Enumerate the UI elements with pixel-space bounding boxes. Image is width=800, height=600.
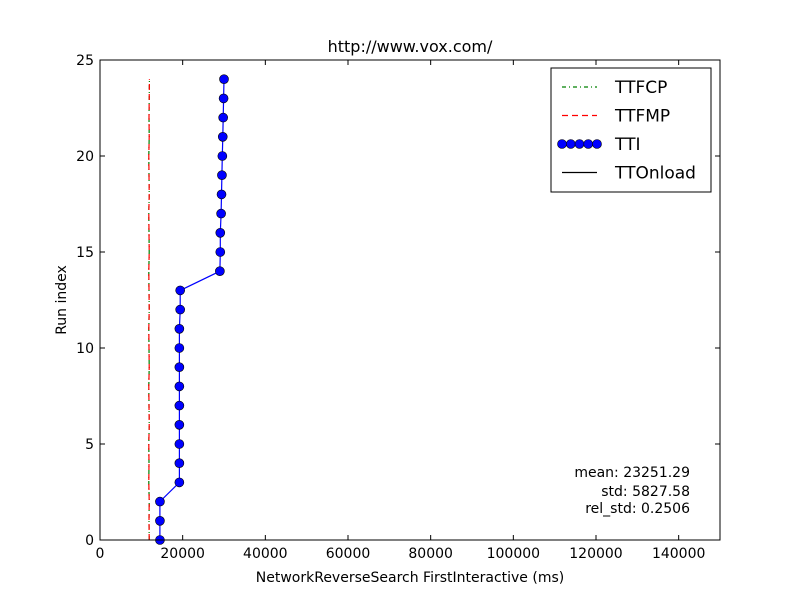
legend: TTFCP TTFMP TTI TTOnload <box>550 67 712 193</box>
y-tick-label: 5 <box>85 437 94 453</box>
y-tick-label: 25 <box>76 53 94 69</box>
series-point-tti <box>174 458 185 469</box>
stats-annotation: mean: 23251.29 std: 5827.58 rel_std: 0.2… <box>574 465 690 517</box>
series-point-tti <box>174 400 185 411</box>
chart-title: http://www.vox.com/ <box>328 37 493 56</box>
stats-mean: mean: 23251.29 <box>574 465 690 481</box>
legend-entries: TTFCP TTFMP TTI TTOnload <box>557 78 696 184</box>
legend-marker-tti <box>592 139 602 149</box>
legend-marker-tti <box>565 139 576 149</box>
tick-layer: 0 20000 40000 60000 80000 100000 120000 140000 0… <box>76 53 720 562</box>
series-point-tti <box>215 266 225 277</box>
series-layer <box>148 74 229 545</box>
x-tick-label: 60000 <box>326 546 371 562</box>
series-point-tti <box>219 74 229 84</box>
series-point-tti <box>174 419 185 430</box>
series-line-ttfmp <box>148 79 150 541</box>
legend-label-ttfmp: TTFMP <box>614 107 670 127</box>
series-point-tti <box>174 477 185 488</box>
series-point-tti <box>217 132 228 142</box>
series-point-tti <box>175 285 185 296</box>
y-tick-label: 10 <box>76 341 94 357</box>
series-point-tti <box>174 323 185 334</box>
y-tick-label: 20 <box>76 149 94 165</box>
series-point-tti <box>217 151 228 161</box>
series-point-tti <box>217 170 227 180</box>
stats-rel-std: rel_std: 0.2506 <box>585 501 690 517</box>
x-tick-label: 0 <box>96 546 105 562</box>
y-tick-label: 15 <box>76 245 94 261</box>
series-point-tti <box>216 208 226 219</box>
y-axis-label: Run index <box>54 265 70 335</box>
series-point-tti <box>174 343 185 353</box>
series-point-tti <box>215 228 226 238</box>
legend-marker-tti <box>557 139 567 149</box>
series-point-tti <box>218 112 228 123</box>
series-point-tti <box>215 247 226 257</box>
x-tick-label: 140000 <box>652 546 705 562</box>
legend-label-ttonload: TTOnload <box>614 164 696 184</box>
legend-box <box>550 67 712 193</box>
series-point-tti <box>216 189 227 200</box>
x-tick-label: 20000 <box>160 546 205 562</box>
legend-marker-tti <box>574 139 585 149</box>
series-point-tti <box>155 515 165 526</box>
x-tick-label: 40000 <box>243 546 288 562</box>
series-point-tti <box>175 304 185 315</box>
series-point-tti <box>155 496 165 507</box>
legend-marker-tti <box>583 139 594 149</box>
x-axis-label: NetworkReverseSearch FirstInteractive (m… <box>256 570 564 586</box>
series-point-tti <box>218 93 229 104</box>
legend-label-tti: TTI <box>614 135 640 155</box>
series-point-tti <box>174 439 185 449</box>
plot-frame <box>99 59 721 541</box>
y-tick-label: 0 <box>85 533 94 549</box>
x-tick-label: 120000 <box>569 546 622 562</box>
series-point-tti <box>174 381 185 392</box>
stats-std: std: 5827.58 <box>601 484 690 500</box>
x-tick-label: 100000 <box>487 546 540 562</box>
series-point-tti <box>174 362 185 373</box>
legend-label-ttfcp: TTFCP <box>614 78 667 98</box>
x-tick-label: 80000 <box>408 546 453 562</box>
